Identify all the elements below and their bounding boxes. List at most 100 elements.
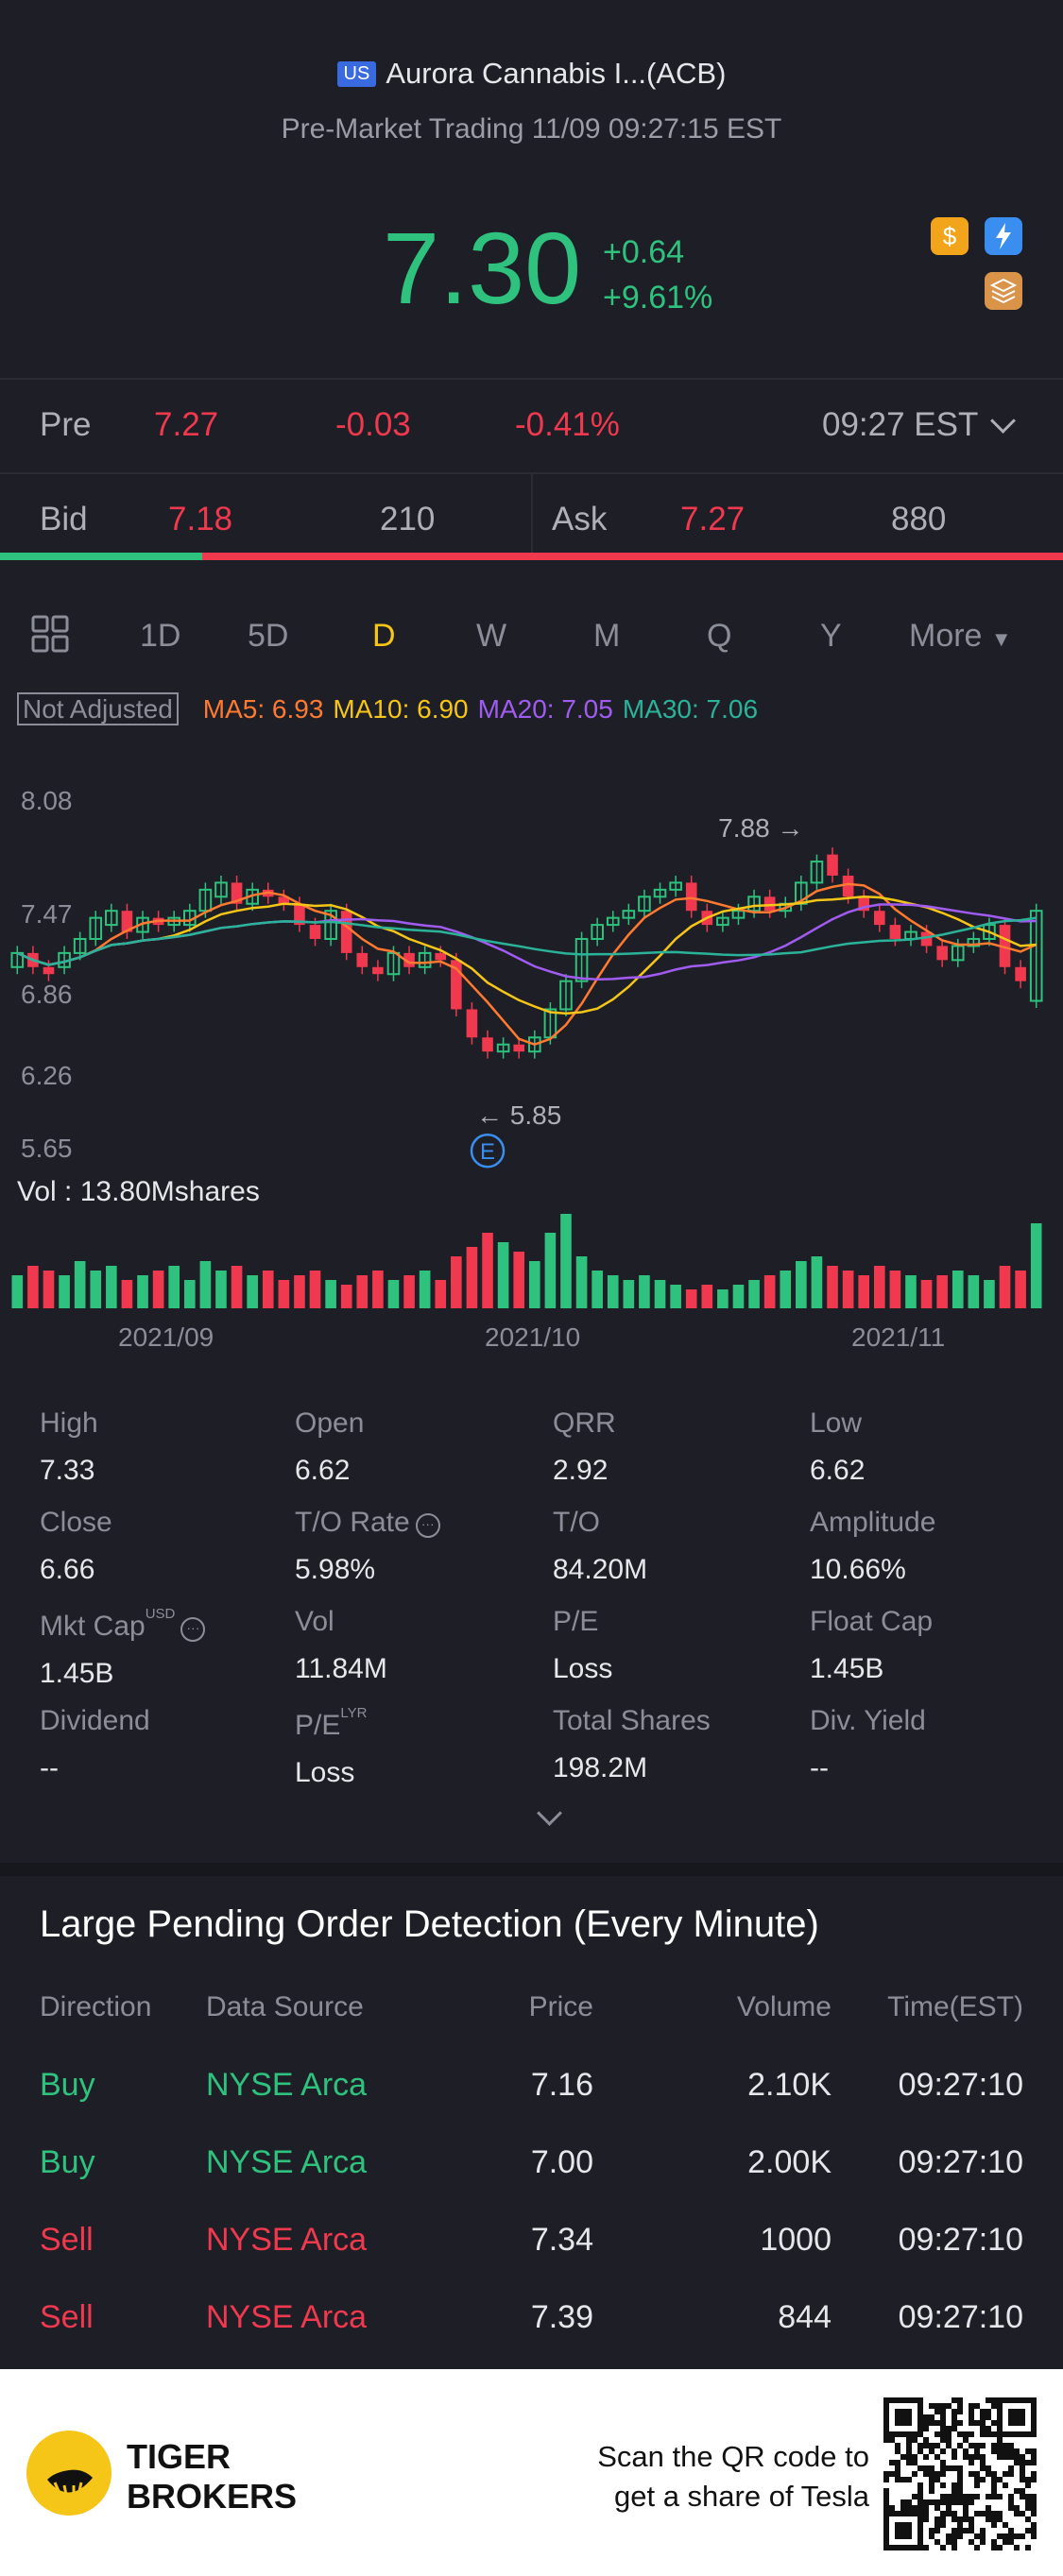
divider xyxy=(0,378,1063,380)
volume-bar xyxy=(403,1275,415,1308)
qr-module xyxy=(934,2403,940,2409)
qr-module xyxy=(940,2403,946,2409)
qr-module xyxy=(974,2454,980,2460)
qr-module xyxy=(895,2460,900,2465)
qr-module xyxy=(974,2545,980,2550)
candle-body xyxy=(231,882,243,904)
candle-body xyxy=(763,896,776,912)
qr-module xyxy=(957,2409,963,2414)
tab-d[interactable]: D xyxy=(372,618,396,654)
qr-module xyxy=(895,2448,900,2454)
tab-m[interactable]: M xyxy=(593,618,621,654)
qr-module xyxy=(934,2409,940,2414)
qr-module xyxy=(929,2465,934,2471)
layers-icon[interactable] xyxy=(985,272,1022,310)
qr-module xyxy=(1008,2494,1014,2499)
tab-1d[interactable]: 1D xyxy=(140,618,181,654)
qr-module xyxy=(906,2505,912,2511)
qr-module xyxy=(991,2420,997,2426)
qr-code[interactable] xyxy=(883,2397,1037,2550)
ma30-line xyxy=(16,916,1037,966)
market-badge: US xyxy=(336,61,377,87)
candle-body xyxy=(73,937,87,954)
tab-more[interactable]: More ▼ xyxy=(909,618,1012,655)
qr-module xyxy=(934,2539,940,2545)
qr-module xyxy=(946,2533,952,2539)
qr-module xyxy=(952,2465,957,2471)
qr-module xyxy=(1020,2533,1025,2539)
qr-module xyxy=(963,2516,969,2522)
qr-module xyxy=(969,2494,974,2499)
volume-bar xyxy=(59,1275,70,1308)
qr-module xyxy=(923,2471,929,2477)
volume-bar xyxy=(356,1275,369,1308)
stat-value: 2.92 xyxy=(553,1455,609,1486)
col-source: Data Source xyxy=(206,1991,364,2022)
lpo-row: Buy NYSE Arca 7.16 2.10K 09:27:10 xyxy=(0,2067,1063,2144)
qr-module xyxy=(1003,2482,1008,2488)
qr-module xyxy=(1008,2505,1014,2511)
qr-module xyxy=(952,2533,957,2539)
candle-body xyxy=(324,910,337,940)
qr-module xyxy=(980,2454,986,2460)
qr-module xyxy=(889,2471,895,2477)
qr-module xyxy=(1031,2460,1037,2465)
more-info-icon[interactable]: ··· xyxy=(415,1513,440,1538)
qr-module xyxy=(906,2477,912,2482)
qr-module xyxy=(986,2511,991,2516)
qr-module xyxy=(917,2443,923,2448)
qr-module xyxy=(934,2499,940,2505)
qr-module xyxy=(934,2431,940,2437)
qr-module xyxy=(957,2420,963,2426)
qr-module xyxy=(997,2448,1003,2454)
chevron-down-icon[interactable] xyxy=(990,408,1016,434)
bid-ask-row: Bid 7.18 210 Ask 7.27 880 xyxy=(0,472,1063,557)
grid-icon[interactable] xyxy=(30,614,70,662)
candle-body xyxy=(653,888,667,898)
stat-label: Open xyxy=(295,1407,365,1439)
qr-module xyxy=(991,2477,997,2482)
qr-module xyxy=(974,2471,980,2477)
volume-bar xyxy=(528,1261,540,1308)
qr-module xyxy=(980,2528,986,2533)
volume-bar xyxy=(199,1261,212,1308)
qr-module xyxy=(889,2505,895,2511)
qr-module xyxy=(1031,2477,1037,2482)
tab-w[interactable]: W xyxy=(476,618,507,654)
qr-module xyxy=(934,2454,940,2460)
qr-module xyxy=(883,2471,889,2477)
qr-module xyxy=(946,2499,952,2505)
volume-bar xyxy=(654,1280,666,1308)
qr-module xyxy=(906,2443,912,2448)
pre-market-row[interactable]: Pre 7.27 -0.03 -0.41% 09:27 EST xyxy=(0,378,1063,472)
volume-bar xyxy=(748,1280,760,1308)
qr-module xyxy=(917,2482,923,2488)
candle-body xyxy=(294,903,305,926)
qr-module xyxy=(980,2539,986,2545)
more-info-icon[interactable]: ··· xyxy=(180,1617,206,1642)
qr-module xyxy=(952,2420,957,2426)
qr-module xyxy=(952,2516,957,2522)
stat-to-rate: T/O Rate ··· 5.98% xyxy=(295,1507,540,1586)
qr-module xyxy=(940,2465,946,2471)
flash-icon[interactable] xyxy=(985,217,1022,255)
qr-module xyxy=(974,2494,980,2499)
qr-module xyxy=(1020,2477,1025,2482)
candle-body xyxy=(889,925,901,939)
tab-5d[interactable]: 5D xyxy=(248,618,289,654)
tab-q[interactable]: Q xyxy=(707,618,732,654)
volume-bar xyxy=(451,1256,462,1308)
candle-body xyxy=(731,910,746,919)
stat-qrr: QRR 2.92 xyxy=(553,1407,798,1487)
adjust-toggle[interactable]: Not Adjusted xyxy=(17,692,179,725)
x-tick-label: 2021/11 xyxy=(851,1322,946,1352)
stat-pe: P/E Loss xyxy=(553,1606,798,1685)
session-status: Pre-Market Trading 11/09 09:27:15 EST xyxy=(281,113,782,145)
qr-module xyxy=(1031,2494,1037,2499)
candle-body xyxy=(827,854,838,876)
expand-chevron-icon[interactable] xyxy=(537,1800,562,1826)
tab-y[interactable]: Y xyxy=(820,618,842,654)
candlestick-chart[interactable]: 7.88 → ← 5.85 E xyxy=(0,775,1063,1171)
dollar-icon[interactable]: $ xyxy=(931,217,969,255)
lpo-volume: 844 xyxy=(778,2299,832,2335)
